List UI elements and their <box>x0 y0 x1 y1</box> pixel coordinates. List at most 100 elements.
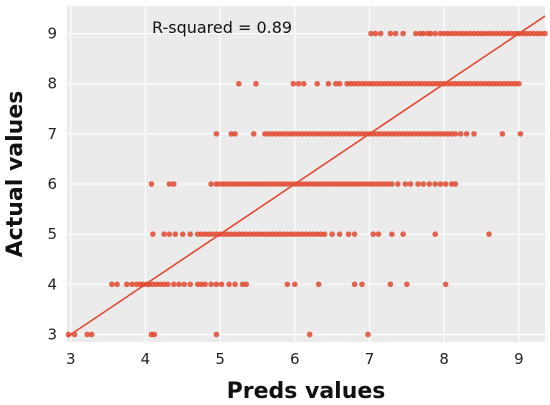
data-point <box>420 30 427 37</box>
data-point <box>542 30 548 37</box>
data-point <box>315 281 322 288</box>
data-point <box>88 331 95 338</box>
data-point <box>400 30 406 37</box>
data-point <box>400 231 406 237</box>
data-point <box>486 231 492 237</box>
data-point <box>213 331 220 338</box>
data-point <box>437 181 444 187</box>
tick-labels: 3 4 5 6 7 8 9 3 4 5 6 7 8 9 <box>47 25 523 368</box>
data-point <box>432 30 439 37</box>
x-axis-label: Preds values <box>227 379 386 404</box>
data-point <box>427 30 434 37</box>
data-point <box>351 281 358 288</box>
data-point <box>442 181 449 187</box>
data-point <box>471 131 477 137</box>
data-point <box>420 181 427 187</box>
data-point <box>452 181 459 187</box>
data-point <box>426 181 433 187</box>
data-point <box>208 181 214 187</box>
x-tick-label: 4 <box>141 350 151 368</box>
data-point <box>442 281 449 288</box>
data-point <box>314 80 321 87</box>
data-points <box>65 30 548 338</box>
data-point <box>407 181 414 187</box>
data-point <box>389 181 395 187</box>
data-point <box>432 231 439 237</box>
data-point <box>123 281 130 288</box>
y-tick-label: 7 <box>47 125 57 143</box>
data-point <box>213 131 220 137</box>
data-point <box>171 281 177 288</box>
data-point <box>306 331 313 338</box>
data-point <box>171 181 177 187</box>
data-point <box>253 80 259 87</box>
data-point <box>336 80 343 87</box>
data-point <box>351 231 358 237</box>
data-point <box>129 281 135 288</box>
plot-background <box>67 6 545 342</box>
data-point <box>165 281 171 288</box>
data-point <box>499 131 506 137</box>
data-point <box>114 281 120 288</box>
data-point <box>226 281 232 288</box>
data-point <box>176 281 182 288</box>
data-point <box>161 231 167 237</box>
data-point <box>345 231 352 237</box>
data-point <box>232 131 238 137</box>
data-point <box>109 281 115 288</box>
data-point <box>291 281 298 288</box>
data-point <box>329 231 335 237</box>
data-point <box>415 181 421 187</box>
data-point <box>404 281 410 288</box>
data-point <box>516 80 522 87</box>
data-point <box>402 181 409 187</box>
data-point <box>517 131 524 137</box>
data-point <box>321 231 328 237</box>
y-tick-label: 3 <box>47 325 57 343</box>
data-point <box>284 281 291 288</box>
data-point <box>392 30 399 37</box>
y-tick-label: 5 <box>47 225 57 243</box>
data-point <box>290 80 297 87</box>
data-point <box>172 231 179 237</box>
reference-line <box>66 15 546 338</box>
data-point <box>213 281 220 288</box>
data-point <box>150 231 156 237</box>
data-point <box>432 181 439 187</box>
data-point <box>365 331 371 338</box>
data-point <box>336 231 343 237</box>
data-point <box>202 281 208 288</box>
data-point <box>232 281 238 288</box>
data-point <box>250 131 257 137</box>
data-point <box>452 131 459 137</box>
y-tick-label: 8 <box>47 75 57 93</box>
data-point <box>325 80 332 87</box>
x-tick-label: 5 <box>215 350 225 368</box>
data-point <box>243 281 250 288</box>
data-point <box>370 231 377 237</box>
y-tick-label: 6 <box>47 175 57 193</box>
data-point <box>395 181 401 187</box>
data-point <box>187 281 194 288</box>
data-point <box>375 231 382 237</box>
data-point <box>84 331 90 338</box>
data-point <box>387 30 394 37</box>
y-axis-label: Actual values <box>3 91 28 258</box>
data-point <box>300 80 307 87</box>
data-point <box>181 281 188 288</box>
data-point <box>148 181 155 187</box>
data-point <box>377 30 384 37</box>
data-point <box>412 30 419 37</box>
data-point <box>218 281 225 288</box>
r-squared-annotation: R-squared = 0.89 <box>152 18 292 37</box>
x-tick-label: 8 <box>439 350 449 368</box>
data-point <box>166 231 173 237</box>
x-tick-label: 6 <box>290 350 300 368</box>
y-tick-label: 9 <box>47 25 57 43</box>
data-point <box>208 281 214 288</box>
data-point <box>235 80 242 87</box>
y-tick-label: 4 <box>47 275 57 293</box>
x-tick-label: 7 <box>365 350 375 368</box>
